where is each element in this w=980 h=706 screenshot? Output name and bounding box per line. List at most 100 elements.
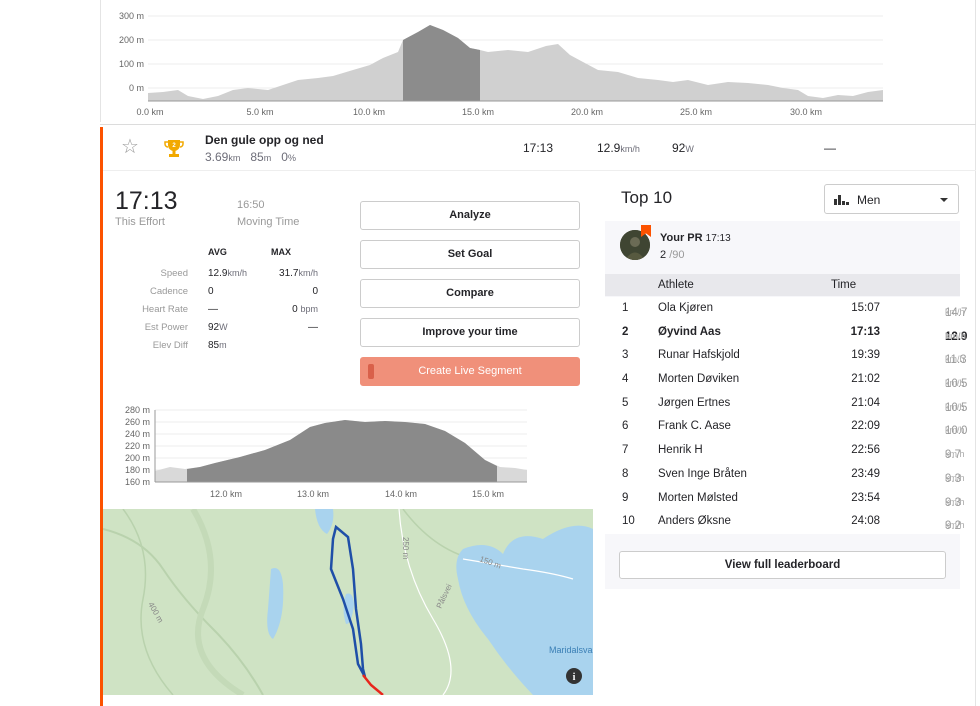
segment-elevation: 85 [250,150,264,164]
athlete-name[interactable]: Henrik H [658,444,703,457]
leaderboard-rows: 1 Ola Kjøren 15:07 14.7 km/h 2 Øyvind Aas… [605,297,967,534]
athlete-name[interactable]: Runar Hafskjold [658,349,740,362]
value: 10.5 [945,401,968,414]
value: 12.9 [945,330,968,343]
x-tick: 15.0 km [472,489,504,499]
leaderboard-row[interactable]: 8 Sven Inge Bråten 23:49 9.3 km/h [605,463,965,487]
time: 21:04 [851,396,880,409]
analyze-button[interactable]: Analyze [360,201,580,230]
athlete-name[interactable]: Jørgen Ertnes [658,396,731,409]
rank: 3 [622,349,629,362]
leaderboard-row[interactable]: 6 Frank C. Aase 22:09 10.0 km/h [605,415,967,439]
time: 24:08 [851,515,880,528]
leaderboard-row[interactable]: 1 Ola Kjøren 15:07 14.7 km/h [605,297,967,321]
x-tick: 5.0 km [246,107,273,117]
x-tick: 0.0 km [136,107,163,117]
activity-elevation-chart[interactable]: 300 m 200 m 100 m 0 m 0.0 km 5.0 km 10.0… [108,0,888,120]
segment-map[interactable]: 250 m 150 m 400 m Pålsvei Maridalsva i [103,509,593,695]
value: 14.7 [945,307,968,319]
svg-text:2: 2 [172,143,176,149]
personal-record[interactable]: Your PR 17:13 2 /90 [605,221,960,271]
value: 9.3 [945,496,961,509]
athlete-name[interactable]: Anders Øksne [658,515,731,528]
rank: 7 [622,444,629,457]
athlete-name[interactable]: Sven Inge Bråten [658,467,747,480]
stat-row-speed: Speed 12.9km/h 31.7km/h [103,268,333,286]
effort-time-label: This Effort [115,216,165,228]
view-full-leaderboard-button[interactable]: View full leaderboard [619,551,946,579]
info-icon[interactable] [566,668,582,684]
value: 12.9 [208,268,228,279]
y-tick: 160 m [125,477,150,487]
value: — [208,304,218,315]
stat-avg: — [208,304,218,315]
gender-filter-dropdown[interactable]: Men [824,184,959,214]
athlete-name[interactable]: Morten Mølsted [658,491,738,504]
rank: 6 [622,420,629,433]
unit: m [219,340,227,350]
x-tick: 10.0 km [353,107,385,117]
avatar[interactable] [620,230,650,260]
athlete-name[interactable]: Ola Kjøren [658,302,713,314]
lake [267,568,284,639]
leaderboard-row[interactable]: 4 Morten Døviken 21:02 10.5 km/h [605,368,967,392]
pr-label: Your PR [660,232,703,244]
unit: km/h [945,472,965,483]
unit: km/h [227,268,247,278]
rank-total: /90 [669,249,685,261]
athlete-name[interactable]: Morten Døviken [658,373,740,386]
create-live-segment-button[interactable]: Create Live Segment [360,357,580,386]
page-border-right [975,0,976,706]
leaderboard-row[interactable]: 10 Anders Øksne 24:08 9.2 km/h [605,510,965,534]
unit: km [228,153,241,163]
segment-elevation-chart[interactable]: 280 m 260 m 240 m 220 m 200 m 180 m 160 … [115,405,535,507]
unit: km/h [945,307,965,317]
stat-max: — [263,322,318,333]
lake [343,593,354,624]
compare-button[interactable]: Compare [360,279,580,308]
stat-row-heart-rate: Heart Rate — 0 bpm [103,304,333,322]
star-icon[interactable]: ☆ [121,136,139,158]
stat-label: Heart Rate [142,304,188,315]
chevron-down-icon [940,198,948,202]
value: 12.9 [597,141,621,155]
segment-row[interactable]: ☆ 2 Den gule opp og ned 3.69km 85m 0% 17… [103,127,976,171]
unit: bpm [300,304,318,314]
stat-label: Est Power [144,322,188,333]
route-red [362,674,384,695]
value: 11.3 [945,354,967,367]
max-header: MAX [271,247,291,257]
segment-time: 17:13 [523,141,554,155]
rank: 1 [622,302,629,314]
unit: km/h [945,354,965,365]
segment-name[interactable]: Den gule opp og ned [205,133,324,147]
stat-row-power: Est Power 92W — [103,322,333,340]
stat-avg: 92W [208,322,228,333]
athlete-name[interactable]: Frank C. Aase [658,420,731,433]
athlete-name[interactable]: Øyvind Aas [658,325,721,338]
unit: km/h [298,268,318,278]
live-segment-icon [368,364,374,379]
unit: km/h [945,378,965,389]
set-goal-button[interactable]: Set Goal [360,240,580,269]
stat-avg: 12.9km/h [208,268,247,279]
improve-time-button[interactable]: Improve your time [360,318,580,347]
lake [315,509,334,534]
segment-grade: 0 [281,150,288,164]
y-tick: 220 m [125,441,150,451]
time: 23:49 [851,467,880,480]
segment-distance: 3.69 [205,150,229,164]
y-tick: 100 m [119,59,144,69]
unit: km/h [945,330,967,341]
unit: km/h [620,144,640,154]
rank: 5 [622,396,629,409]
rank: 10 [622,515,635,528]
stat-max: 0 bpm [263,304,318,315]
leaderboard-row[interactable]: 3 Runar Hafskjold 19:39 11.3 km/h [605,344,967,368]
leaderboard-row[interactable]: 5 Jørgen Ertnes 21:04 10.5 km/h [605,392,967,416]
leaderboard-row[interactable]: 7 Henrik H 22:56 9.7 km/h [605,439,965,463]
leaderboard-row-current-user[interactable]: 2 Øyvind Aas 17:13 12.9 km/h [605,321,967,345]
unit: km/h [945,496,965,507]
leaderboard-row[interactable]: 9 Morten Mølsted 23:54 9.3 km/h [605,487,965,511]
unit: km/h [945,449,965,460]
